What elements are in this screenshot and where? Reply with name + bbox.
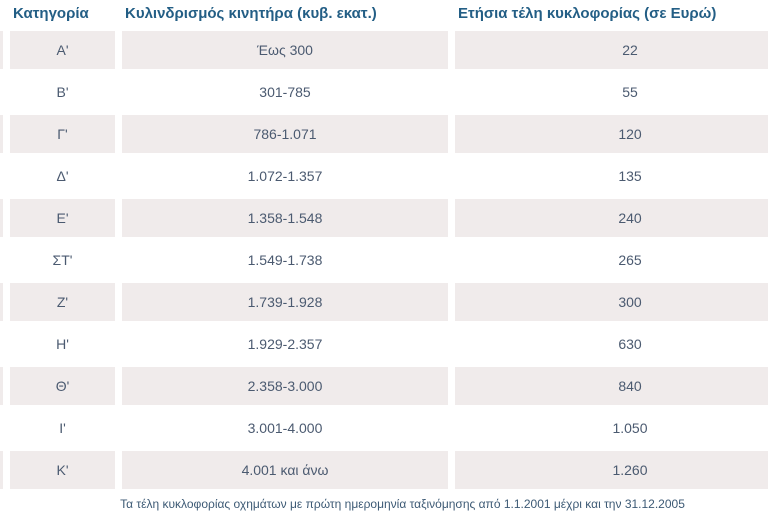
col-header-category: Κατηγορία — [10, 0, 115, 27]
category-cell: Η' — [10, 325, 115, 363]
category-cell: Α' — [10, 31, 115, 69]
row-edge-sliver — [0, 451, 3, 489]
category-cell: Κ' — [10, 451, 115, 489]
fee-cell: 840 — [455, 367, 768, 405]
category-cell: Γ' — [10, 115, 115, 153]
category-cell: ΣΤ' — [10, 241, 115, 279]
table-footnote: Τα τέλη κυκλοφορίας οχημάτων με πρώτη ημ… — [0, 489, 768, 519]
displacement-cell: 1.358-1.548 — [122, 199, 448, 237]
row-edge-sliver — [0, 31, 3, 69]
fee-cell: 1.050 — [455, 409, 768, 447]
category-cell: Β' — [10, 73, 115, 111]
row-edge-sliver — [0, 157, 3, 195]
row-edge-sliver — [0, 409, 3, 447]
row-edge-sliver — [0, 73, 3, 111]
displacement-cell: 3.001-4.000 — [122, 409, 448, 447]
row-edge-sliver — [0, 241, 3, 279]
vehicle-fees-table: Κατηγορία Κυλινδρισμός κινητήρα (κυβ. εκ… — [0, 0, 768, 489]
fee-cell: 55 — [455, 73, 768, 111]
row-edge-sliver — [0, 115, 3, 153]
category-cell: Ζ' — [10, 283, 115, 321]
row-edge-sliver — [0, 367, 3, 405]
displacement-cell: 1.739-1.928 — [122, 283, 448, 321]
fee-cell: 265 — [455, 241, 768, 279]
category-cell: Ε' — [10, 199, 115, 237]
row-edge-sliver — [0, 325, 3, 363]
fee-cell: 300 — [455, 283, 768, 321]
row-edge-sliver — [0, 283, 3, 321]
fee-cell: 120 — [455, 115, 768, 153]
header-edge-sliver — [0, 0, 3, 27]
displacement-cell: 301-785 — [122, 73, 448, 111]
displacement-cell: 2.358-3.000 — [122, 367, 448, 405]
displacement-cell: 1.929-2.357 — [122, 325, 448, 363]
category-cell: Θ' — [10, 367, 115, 405]
displacement-cell: 1.072-1.357 — [122, 157, 448, 195]
fee-cell: 630 — [455, 325, 768, 363]
row-edge-sliver — [0, 199, 3, 237]
col-header-annual-fee: Ετήσια τέλη κυκλοφορίας (σε Ευρώ) — [455, 0, 768, 27]
col-header-displacement: Κυλινδρισμός κινητήρα (κυβ. εκατ.) — [122, 0, 448, 27]
fee-cell: 1.260 — [455, 451, 768, 489]
displacement-cell: Έως 300 — [122, 31, 448, 69]
category-cell: Δ' — [10, 157, 115, 195]
displacement-cell: 786-1.071 — [122, 115, 448, 153]
displacement-cell: 1.549-1.738 — [122, 241, 448, 279]
fee-cell: 240 — [455, 199, 768, 237]
fee-cell: 22 — [455, 31, 768, 69]
fee-cell: 135 — [455, 157, 768, 195]
category-cell: Ι' — [10, 409, 115, 447]
displacement-cell: 4.001 και άνω — [122, 451, 448, 489]
